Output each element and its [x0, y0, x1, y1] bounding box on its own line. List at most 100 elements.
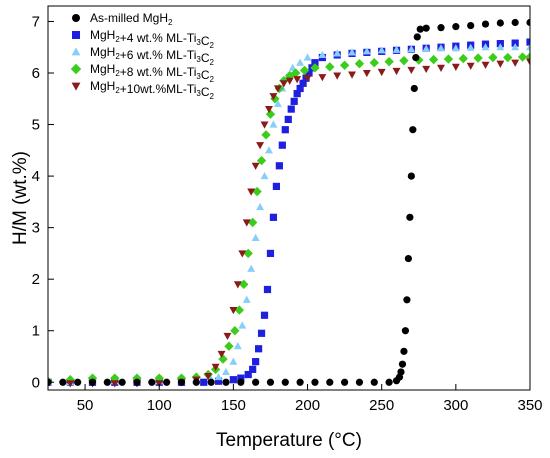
data-point [355, 378, 364, 386]
data-point [466, 43, 475, 51]
data-point [437, 64, 445, 72]
data-point [370, 378, 378, 386]
data-point [404, 254, 412, 263]
data-point [214, 377, 223, 385]
data-point [148, 378, 156, 386]
data-point [285, 77, 294, 85]
data-point [400, 347, 408, 355]
x-tick-label: 100 [147, 397, 172, 414]
data-point [384, 56, 394, 67]
data-point [422, 44, 431, 52]
data-point [409, 126, 417, 134]
data-point [238, 321, 247, 329]
legend-marker [72, 31, 80, 39]
data-point [281, 378, 289, 386]
data-point [467, 21, 475, 30]
data-point [299, 65, 310, 76]
data-point [192, 378, 200, 386]
data-point [326, 378, 334, 386]
data-point [155, 380, 164, 388]
data-point [377, 68, 386, 77]
data-point [233, 342, 242, 350]
data-point [287, 105, 295, 113]
data-point [269, 93, 278, 101]
data-point [416, 25, 424, 33]
data-point [311, 59, 319, 67]
data-point [273, 99, 282, 107]
data-point [526, 38, 530, 46]
data-point [252, 358, 260, 366]
data-point [239, 279, 249, 290]
data-point [305, 69, 313, 77]
y-tick-label: 7 [32, 13, 40, 30]
data-point [103, 378, 111, 386]
data-point [403, 296, 411, 304]
data-point [269, 213, 278, 221]
data-point [362, 69, 371, 78]
data-point [303, 75, 312, 83]
axis-layer: 50 100 150 200 250 300 350 0 1 2 3 4 5 6 7 [32, 13, 543, 414]
data-point [385, 378, 393, 386]
data-point [263, 285, 272, 294]
y-tick-label: 3 [32, 220, 40, 237]
data-point [517, 52, 528, 62]
data-point [237, 378, 245, 386]
data-point [257, 329, 266, 337]
data-point [266, 249, 275, 258]
data-point [265, 109, 276, 119]
data-point [204, 373, 213, 381]
data-point [399, 55, 409, 66]
data-point [88, 378, 97, 386]
data-point [242, 295, 251, 303]
data-point [273, 85, 282, 93]
data-point [133, 378, 141, 386]
data-point [496, 60, 505, 68]
legend-marker [70, 63, 82, 75]
legend-marker [71, 82, 81, 91]
data-point [333, 72, 342, 80]
data-point [481, 61, 490, 69]
data-point [348, 71, 356, 79]
data-point [481, 20, 490, 28]
data-point [407, 45, 416, 53]
data-point [443, 54, 454, 64]
data-point [466, 62, 475, 70]
plot-area [48, 6, 530, 390]
data-point [311, 378, 319, 386]
data-point [272, 182, 280, 191]
data-point [234, 305, 244, 315]
data-point [238, 250, 247, 258]
data-point [176, 373, 187, 383]
data-point [244, 370, 252, 379]
data-point [251, 233, 260, 242]
legend-marker [71, 47, 81, 56]
data-point [260, 311, 269, 319]
data-point [252, 186, 262, 197]
data-point [392, 67, 401, 76]
legend-label: As-milled MgH2 [90, 11, 173, 27]
data-point [222, 378, 230, 386]
data-point [237, 374, 245, 382]
y-tick-label: 4 [32, 168, 40, 185]
data-point [260, 121, 269, 129]
data-point [251, 162, 260, 170]
data-point [163, 378, 171, 386]
data-point [200, 378, 208, 386]
data-point [407, 66, 416, 75]
data-point [233, 281, 242, 289]
data-point [254, 345, 263, 353]
data-point [362, 47, 371, 55]
data-point [410, 84, 418, 93]
data-point [452, 23, 460, 31]
data-point [397, 368, 405, 376]
data-point [458, 53, 468, 64]
x-tick-label: 350 [517, 397, 542, 414]
data-point [296, 84, 304, 93]
data-point [348, 48, 356, 56]
data-point [473, 53, 483, 63]
data-point [266, 378, 275, 386]
data-point [511, 18, 519, 27]
y-tick-label: 6 [32, 65, 40, 82]
